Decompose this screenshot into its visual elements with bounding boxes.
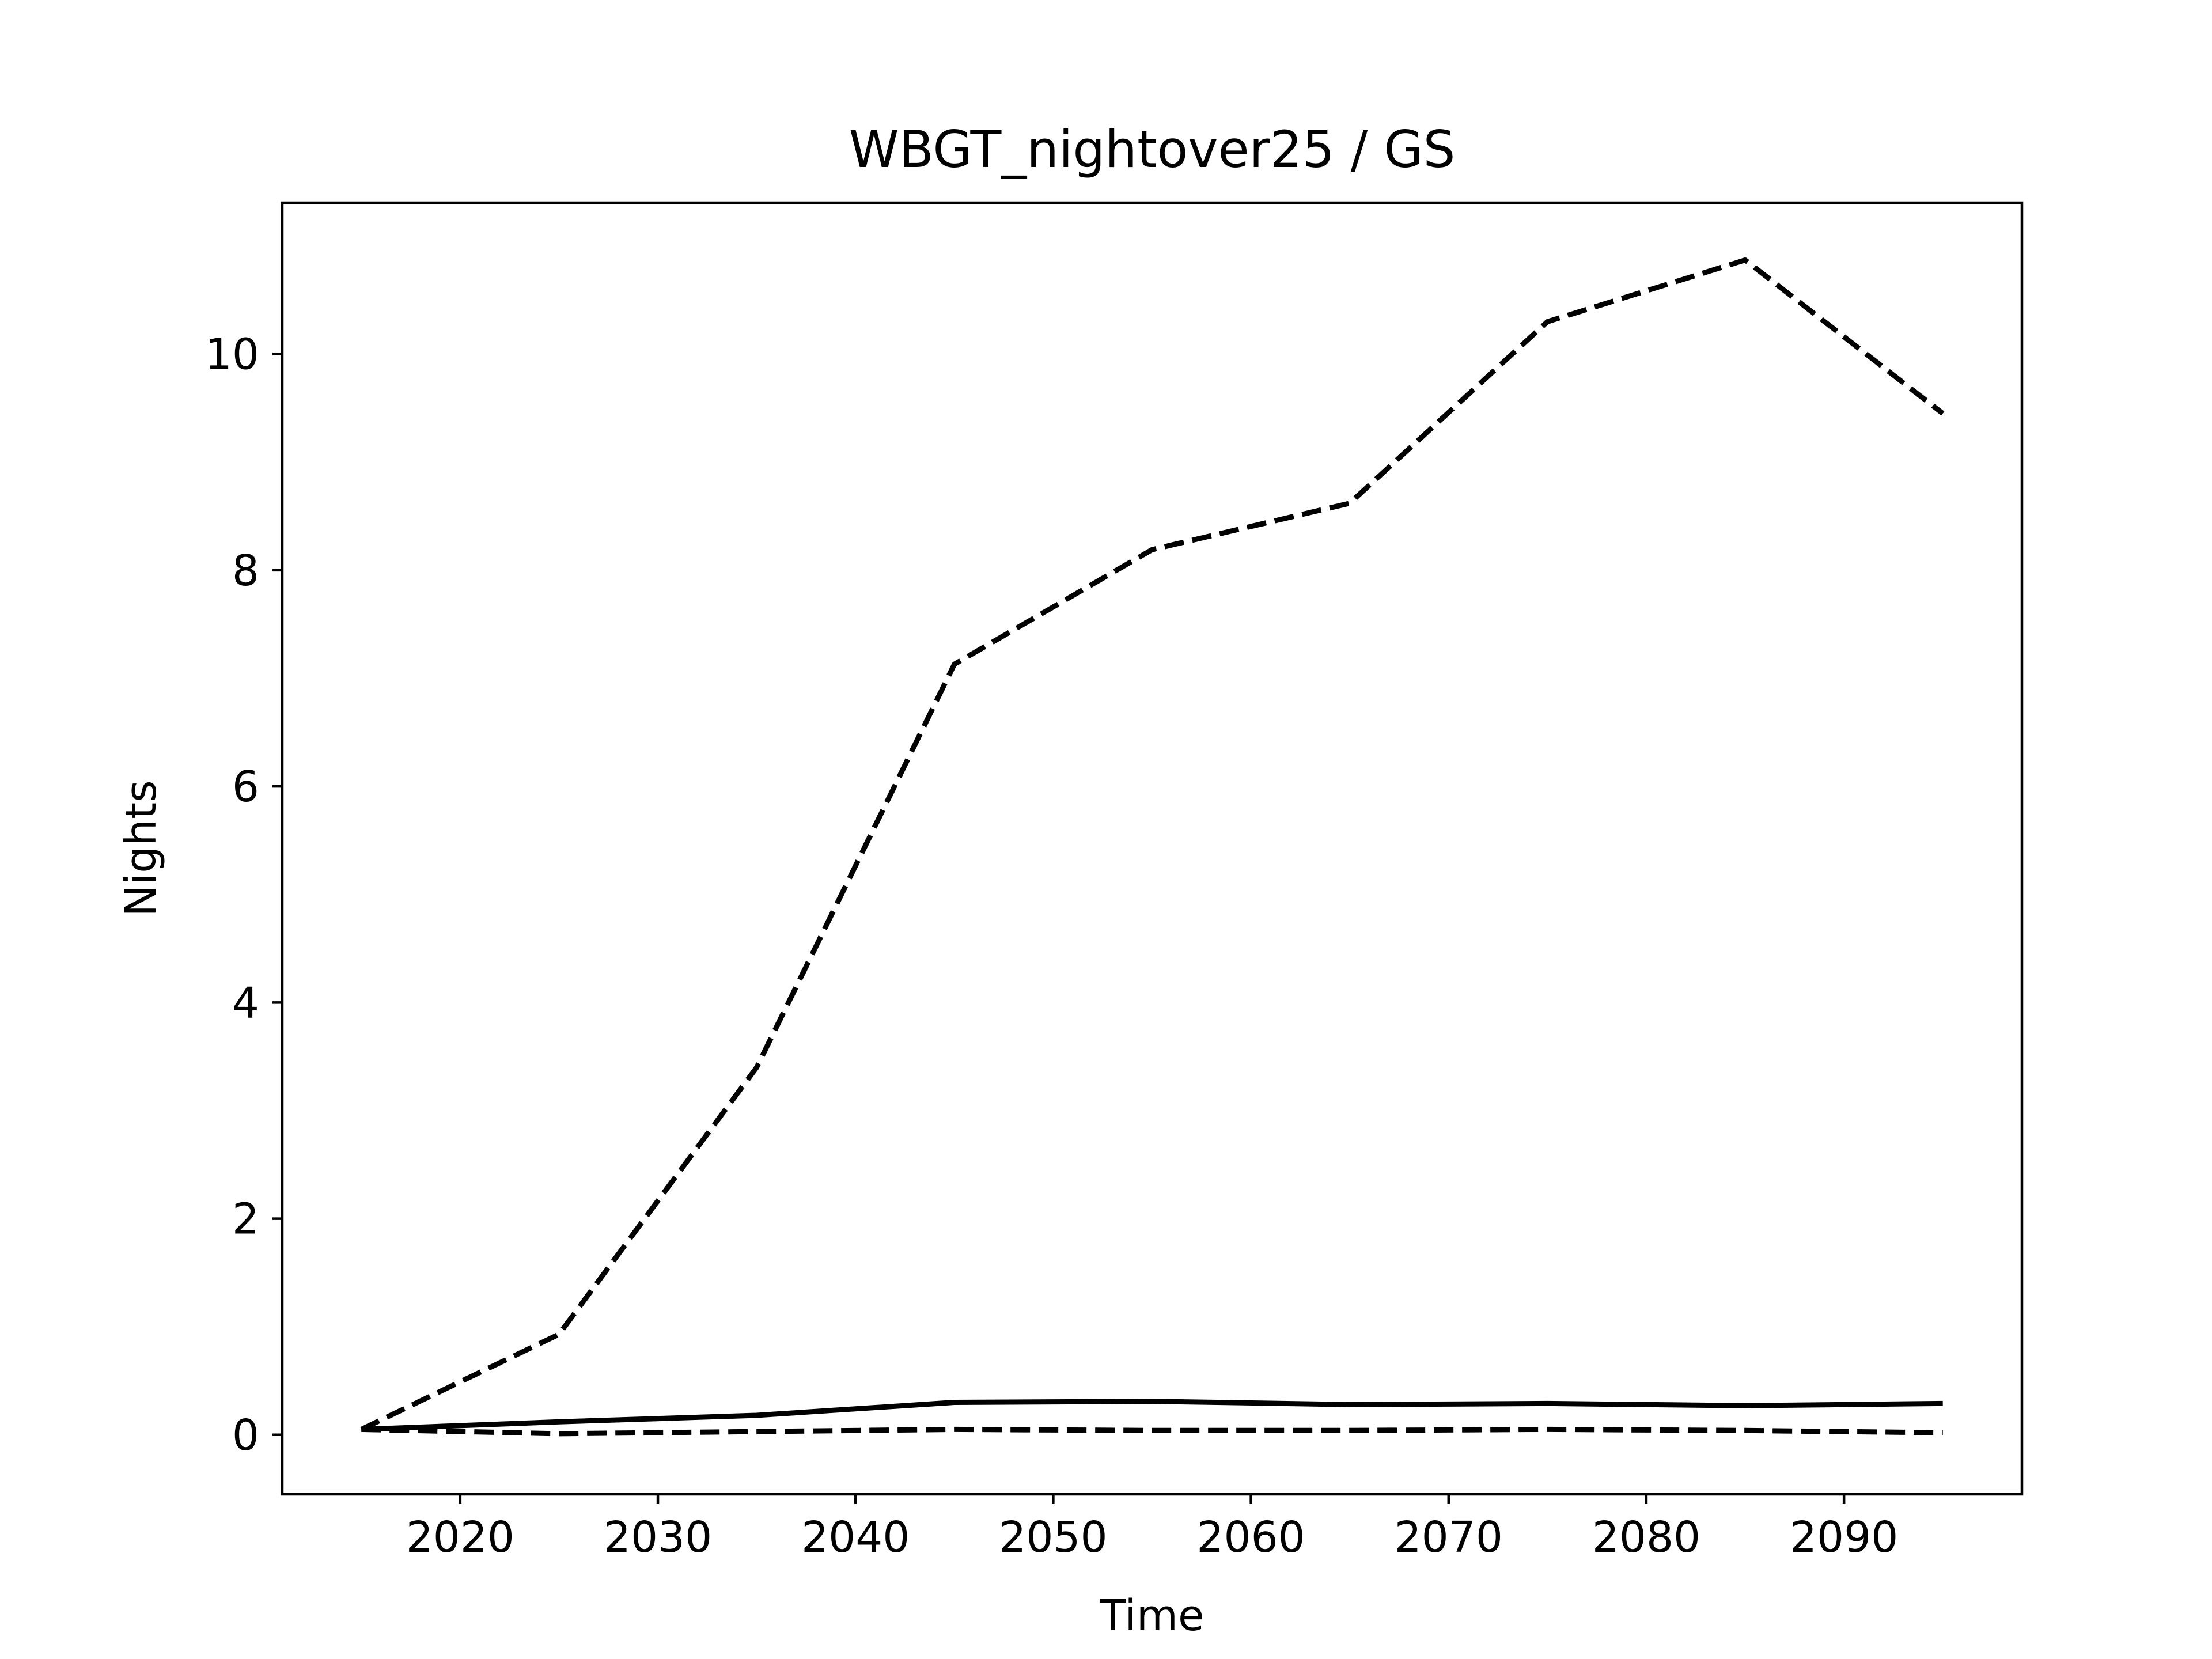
series-line-2 bbox=[361, 1399, 1943, 1432]
y-tick-label: 10 bbox=[205, 330, 259, 380]
series-layer bbox=[360, 257, 1945, 1437]
x-tick-label: 2050 bbox=[999, 1513, 1107, 1562]
plot-frame bbox=[281, 201, 2024, 1496]
x-axis: 2020 2030 2040 2050 2060 2070 2080 2090 bbox=[406, 1494, 1898, 1562]
series-line-1 bbox=[360, 257, 1945, 1432]
series-line-3 bbox=[361, 1426, 1943, 1437]
y-tick-label: 6 bbox=[232, 762, 259, 812]
x-axis-label: Time bbox=[1099, 1591, 1204, 1641]
y-tick-label: 8 bbox=[232, 546, 259, 596]
x-tick-label: 2020 bbox=[406, 1513, 514, 1562]
y-axis-label: Nights bbox=[116, 780, 166, 916]
x-tick-label: 2070 bbox=[1395, 1513, 1503, 1562]
y-axis: 0 2 4 6 8 10 bbox=[205, 330, 282, 1460]
y-tick-label: 2 bbox=[232, 1195, 259, 1244]
y-tick-label: 4 bbox=[232, 978, 259, 1028]
x-tick-label: 2080 bbox=[1592, 1513, 1700, 1562]
x-tick-label: 2060 bbox=[1196, 1513, 1305, 1562]
x-tick-label: 2090 bbox=[1790, 1513, 1898, 1562]
y-tick-label: 0 bbox=[232, 1411, 259, 1460]
chart-title: WBGT_nightover25 / GS bbox=[849, 120, 1456, 179]
x-tick-label: 2030 bbox=[604, 1513, 712, 1562]
x-tick-label: 2040 bbox=[801, 1513, 910, 1562]
